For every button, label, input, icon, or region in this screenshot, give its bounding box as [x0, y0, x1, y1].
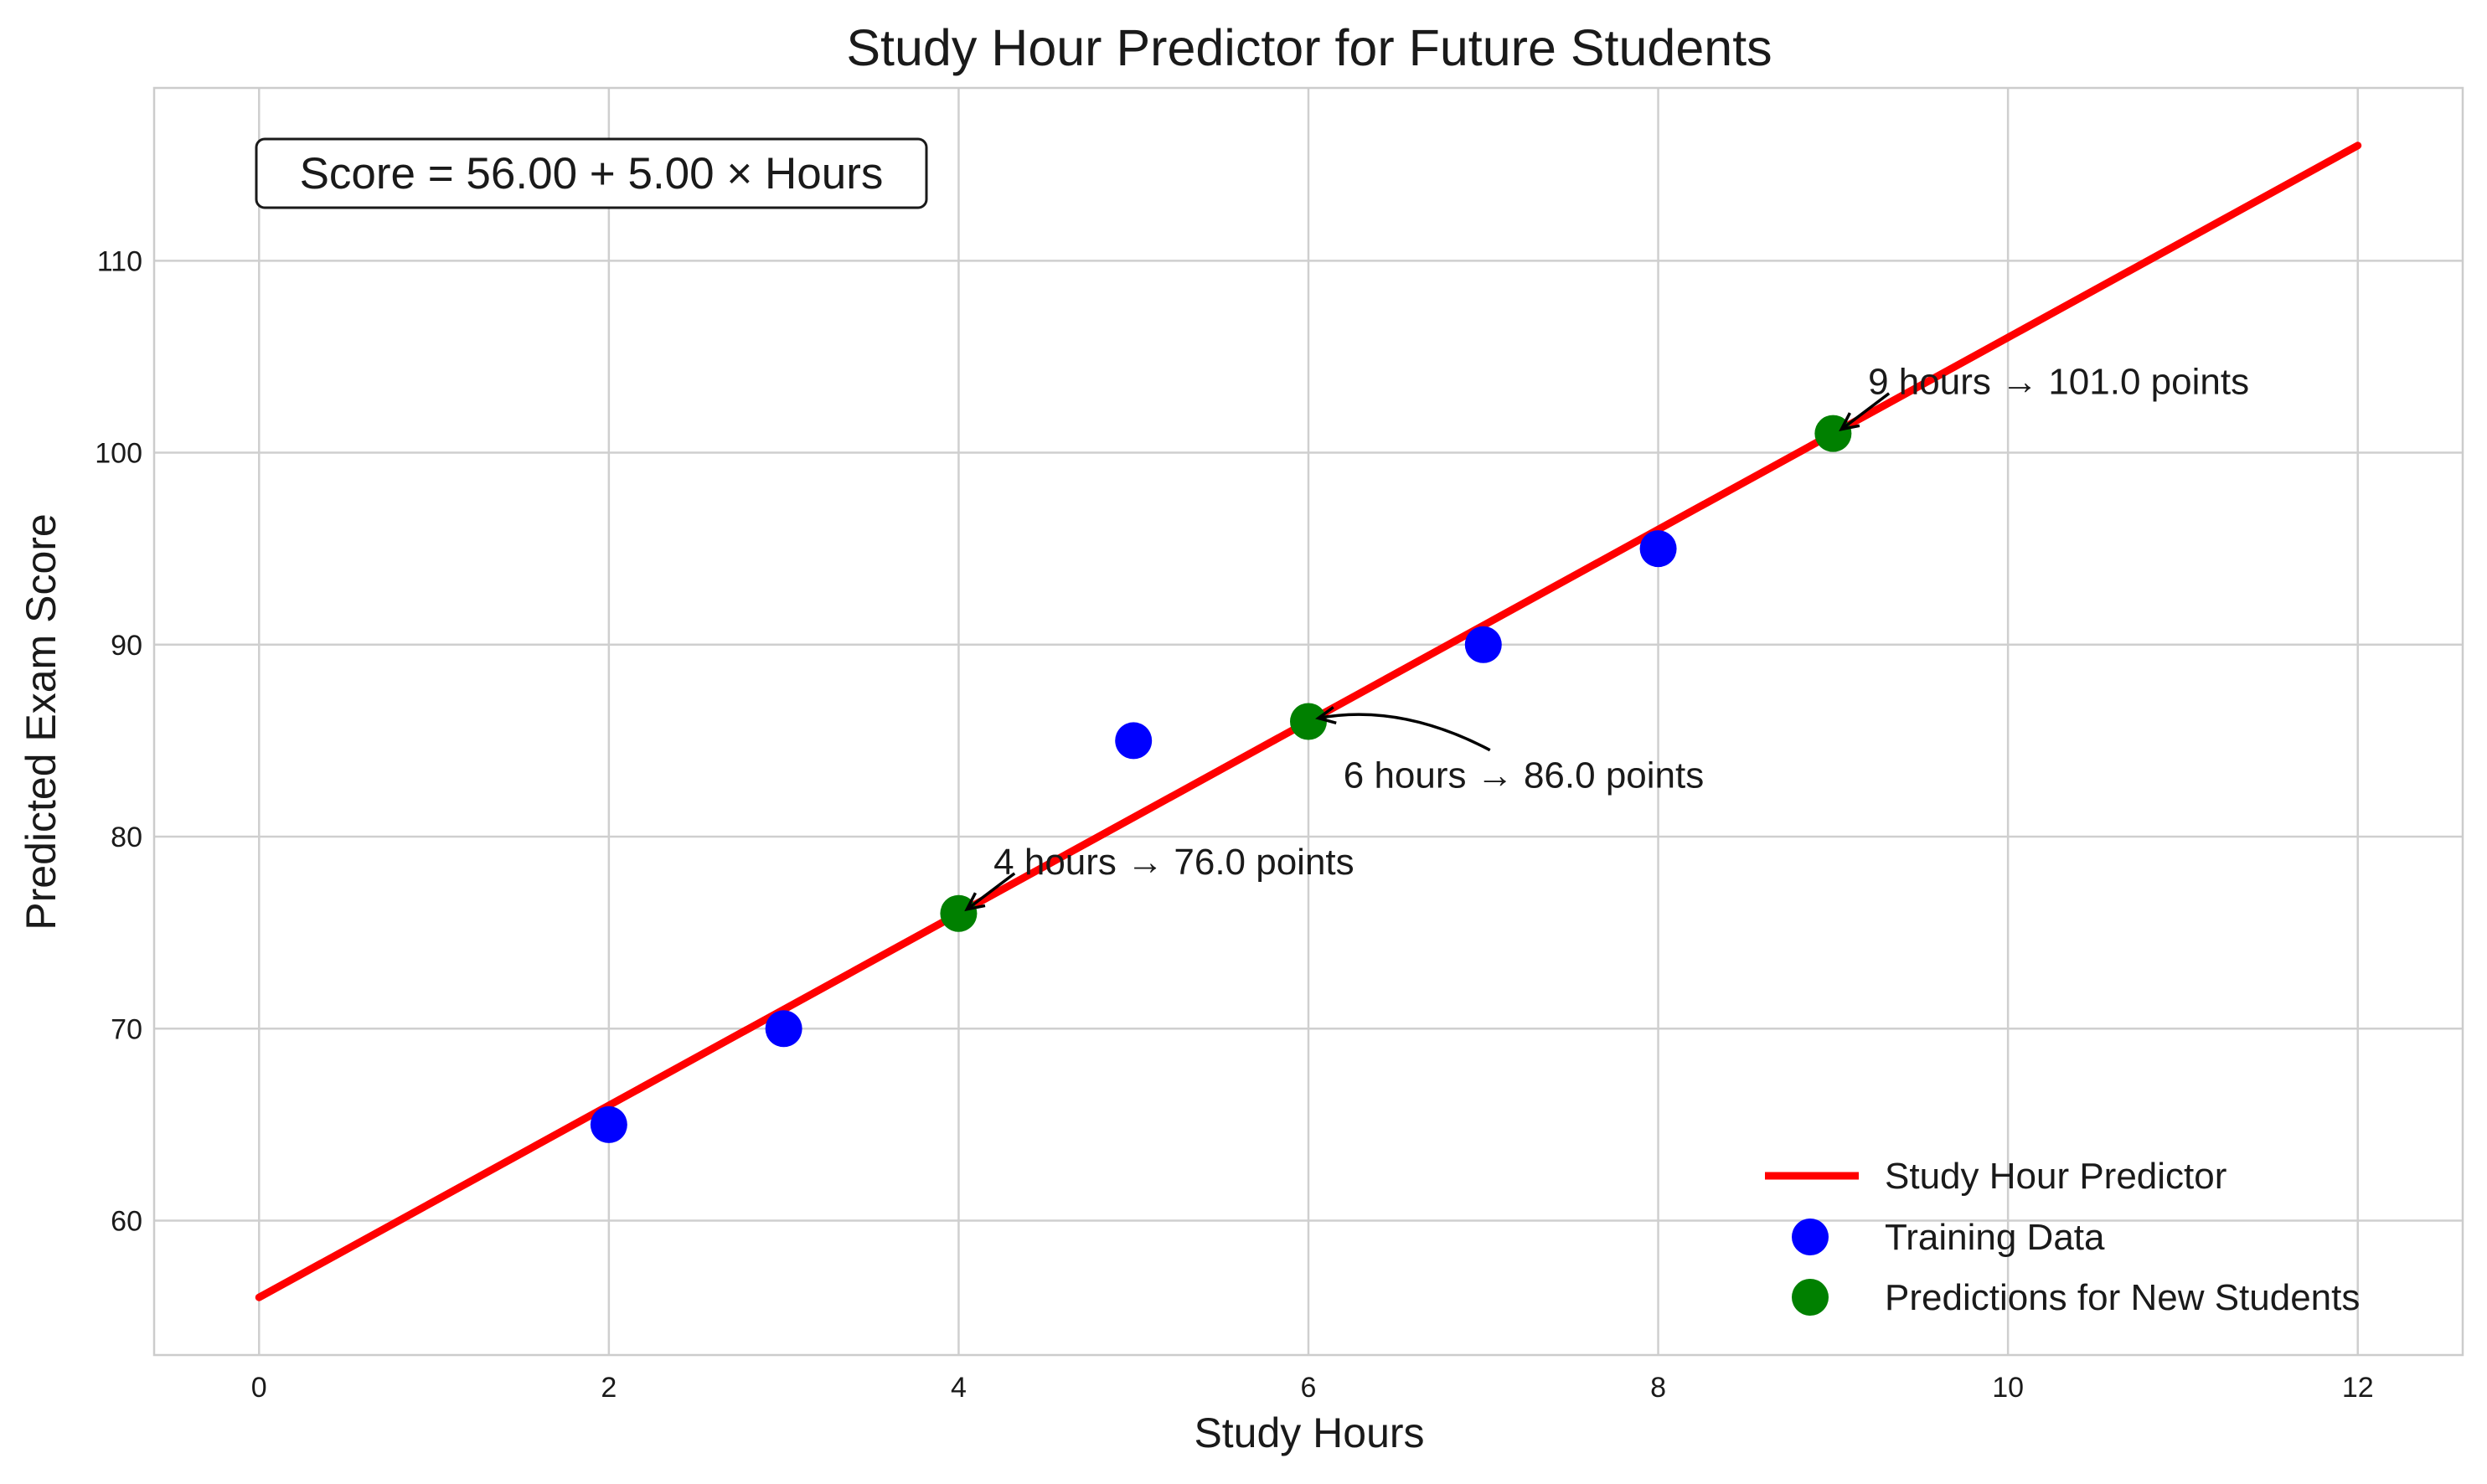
legend-training-swatch — [1792, 1219, 1829, 1255]
x-tick-label: 12 — [2342, 1372, 2374, 1404]
prediction-point — [940, 894, 978, 932]
y-axis-label: Predicted Exam Score — [18, 513, 64, 930]
annotation-arrowhead — [1315, 706, 1337, 725]
training-point — [1115, 722, 1153, 760]
x-tick-label: 4 — [951, 1372, 967, 1404]
annotation-arrow — [1318, 713, 1491, 752]
legend-label-predictor: Study Hour Predictor — [1885, 1156, 2226, 1197]
equation-text: Score = 56.00 + 5.00 × Hours — [300, 149, 884, 198]
annotation-label: 4 hours → 76.0 points — [993, 842, 1354, 883]
legend-prediction-swatch — [1792, 1279, 1829, 1316]
x-tick-label: 0 — [251, 1372, 267, 1404]
chart-title: Study Hour Predictor for Future Students — [846, 19, 1772, 76]
point-layer — [590, 415, 1852, 1143]
training-point — [1639, 530, 1677, 568]
grid — [154, 88, 2463, 1355]
legend-label-predictions: Predictions for New Students — [1885, 1277, 2360, 1318]
tick-label-layer: 0 2 4 6 8 10 12 60 70 80 90 100 110 — [95, 245, 2373, 1404]
training-point — [1464, 626, 1502, 663]
prediction-point — [1290, 703, 1327, 740]
legend: Study Hour Predictor Training Data Predi… — [1765, 1156, 2360, 1318]
y-tick-label: 90 — [111, 630, 142, 662]
training-point — [765, 1010, 802, 1048]
y-tick-label: 80 — [111, 822, 142, 853]
prediction-point — [1814, 415, 1852, 452]
x-tick-label: 6 — [1301, 1372, 1317, 1404]
legend-label-training: Training Data — [1885, 1217, 2105, 1258]
y-tick-label: 100 — [95, 438, 142, 470]
annotation-layer: 4 hours → 76.0 points 6 hours → 86.0 poin… — [964, 362, 2249, 912]
training-point — [590, 1105, 627, 1143]
annotation-arrowhead — [1839, 412, 1860, 432]
x-tick-label: 10 — [1992, 1372, 2024, 1404]
annotation-arrowhead — [964, 892, 986, 912]
equation-box: Score = 56.00 + 5.00 × Hours — [255, 137, 928, 209]
y-tick-label: 70 — [111, 1013, 142, 1045]
annotation-label: 9 hours → 101.0 points — [1868, 362, 2249, 403]
x-axis-label: Study Hours — [1194, 1409, 1424, 1456]
annotation-arrow — [966, 872, 1016, 911]
y-tick-label: 60 — [111, 1206, 142, 1238]
x-tick-label: 2 — [601, 1372, 617, 1404]
y-tick-label: 110 — [97, 245, 142, 277]
plot-frame — [152, 86, 2464, 1357]
annotation-arrow — [1840, 392, 1891, 431]
x-tick-label: 8 — [1650, 1372, 1666, 1404]
annotation-label: 6 hours → 86.0 points — [1344, 755, 1704, 796]
